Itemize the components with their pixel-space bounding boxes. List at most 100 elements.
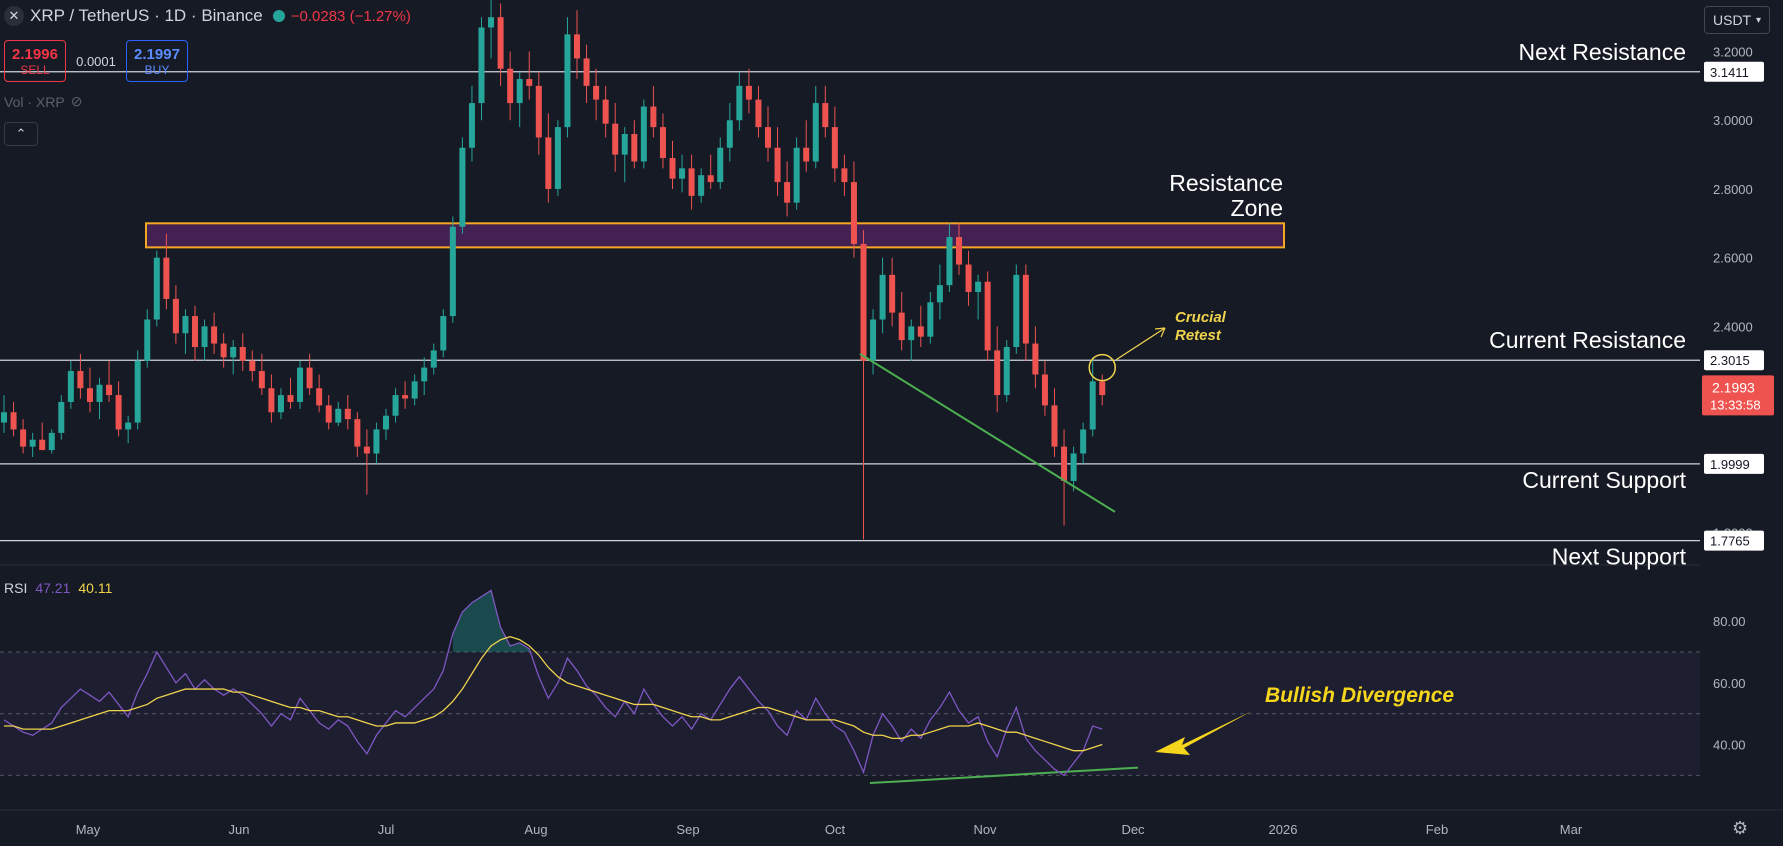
current-price-tag bbox=[1702, 375, 1774, 416]
candle-body bbox=[717, 147, 724, 183]
candle-body bbox=[583, 58, 590, 86]
candle-body bbox=[535, 85, 542, 138]
candle-body bbox=[306, 367, 313, 389]
candle-body bbox=[325, 405, 332, 423]
candle-body bbox=[669, 158, 676, 179]
candle-body bbox=[812, 103, 819, 162]
buy-button[interactable]: 2.1997 BUY bbox=[126, 40, 188, 82]
time-tick-label: Jun bbox=[229, 822, 250, 837]
candle-body bbox=[29, 439, 36, 447]
symbol-title[interactable]: XRP / TetherUS · 1D · Binance bbox=[30, 6, 263, 25]
collapse-legend-button[interactable]: ⌃ bbox=[4, 122, 38, 146]
candle-body bbox=[640, 106, 647, 162]
candle-body bbox=[192, 316, 198, 347]
candle-body bbox=[545, 137, 552, 189]
candle-body bbox=[564, 34, 571, 128]
candle-body bbox=[745, 85, 752, 100]
candle-body bbox=[889, 274, 896, 313]
price-tick-label: 2.6000 bbox=[1713, 251, 1753, 266]
zone-box bbox=[145, 222, 1285, 249]
candle-body bbox=[860, 243, 867, 361]
sell-button[interactable]: 2.1996 SELL bbox=[4, 40, 66, 82]
candle-body bbox=[659, 127, 666, 159]
gear-icon[interactable]: ⚙ bbox=[1732, 818, 1749, 838]
rsi-tick-label: 80.00 bbox=[1713, 614, 1746, 629]
candle-body bbox=[115, 395, 122, 430]
candle-body bbox=[230, 346, 237, 358]
buy-price: 2.1997 bbox=[134, 45, 180, 63]
candle-body bbox=[239, 346, 246, 361]
candle-body bbox=[373, 429, 380, 454]
candle-body bbox=[77, 371, 84, 389]
candle-body bbox=[908, 326, 915, 341]
rsi-legend[interactable]: RSI 47.21 40.11 bbox=[4, 580, 112, 596]
volume-label: Vol · XRP bbox=[4, 93, 65, 110]
level-price-label: 1.7765 bbox=[1710, 534, 1750, 549]
candle-body bbox=[106, 384, 113, 396]
trendline bbox=[859, 353, 1139, 785]
candle-body bbox=[402, 395, 409, 399]
level-price-label: 1.9999 bbox=[1710, 457, 1750, 472]
candle-body bbox=[507, 68, 514, 104]
candle-body bbox=[994, 350, 1001, 396]
candle-body bbox=[736, 85, 743, 121]
time-tick-label: Jul bbox=[378, 822, 395, 837]
candle-body bbox=[784, 182, 791, 203]
candle-body bbox=[144, 319, 151, 361]
time-tick-label: Feb bbox=[1426, 822, 1448, 837]
candle-body bbox=[1080, 429, 1087, 454]
price-tick-label: 3.0000 bbox=[1713, 113, 1753, 128]
candle-body bbox=[707, 175, 714, 183]
price-trendline bbox=[859, 353, 1116, 513]
rsi-lines bbox=[3, 589, 1103, 777]
volume-indicator-legend[interactable]: Vol · XRP ⊘ bbox=[4, 93, 82, 110]
time-tick-label: Nov bbox=[973, 822, 997, 837]
candle-body bbox=[10, 412, 17, 430]
candle-body bbox=[688, 168, 695, 196]
candle-body bbox=[936, 285, 943, 303]
candle-body bbox=[1003, 346, 1010, 396]
candle-body bbox=[679, 168, 686, 179]
candle-body bbox=[822, 103, 829, 128]
candle-body bbox=[344, 408, 351, 420]
rsi-band bbox=[0, 651, 1700, 776]
candle-body bbox=[774, 147, 781, 183]
candle-body bbox=[48, 432, 55, 451]
candle-body bbox=[850, 182, 857, 244]
candle-body bbox=[172, 298, 179, 334]
candle-body bbox=[1, 412, 7, 423]
candle-body bbox=[153, 257, 160, 320]
candle-body bbox=[984, 281, 991, 351]
level-lines: Next Resistance Current Resistance Current… bbox=[0, 39, 1700, 570]
rsi-label: RSI bbox=[4, 580, 28, 596]
candle-body bbox=[516, 79, 523, 104]
time-tick-label: Oct bbox=[825, 822, 846, 837]
candle-body bbox=[975, 281, 982, 293]
time-tick-label: 2026 bbox=[1269, 822, 1298, 837]
level-label: Next Resistance bbox=[1519, 39, 1686, 65]
candle-body bbox=[927, 302, 934, 337]
candle-body bbox=[831, 127, 838, 169]
divergence-arrow bbox=[1155, 711, 1252, 755]
candle-body bbox=[1032, 343, 1039, 375]
candle-body bbox=[363, 446, 370, 454]
candle-body bbox=[392, 395, 399, 416]
time-tick-label: Sep bbox=[676, 822, 699, 837]
price-axis-panel[interactable] bbox=[1700, 0, 1783, 846]
rsi-ma-line bbox=[4, 635, 1103, 752]
xrp-logo-icon: ✕ bbox=[4, 6, 24, 26]
price-tick-label: 2.4000 bbox=[1713, 319, 1753, 334]
candle-body bbox=[917, 326, 924, 337]
currency-select[interactable]: USDT ▾ bbox=[1704, 6, 1770, 34]
sell-label: SELL bbox=[20, 62, 50, 77]
eye-off-icon[interactable]: ⊘ bbox=[70, 93, 83, 109]
candle-body bbox=[211, 326, 218, 344]
retest-circle bbox=[1088, 353, 1116, 382]
candle-body bbox=[440, 316, 447, 351]
currency-value: USDT bbox=[1713, 12, 1752, 28]
rsi-ma-value: 40.11 bbox=[78, 580, 113, 596]
candle-body bbox=[755, 99, 762, 128]
chevron-up-icon: ⌃ bbox=[15, 126, 27, 141]
